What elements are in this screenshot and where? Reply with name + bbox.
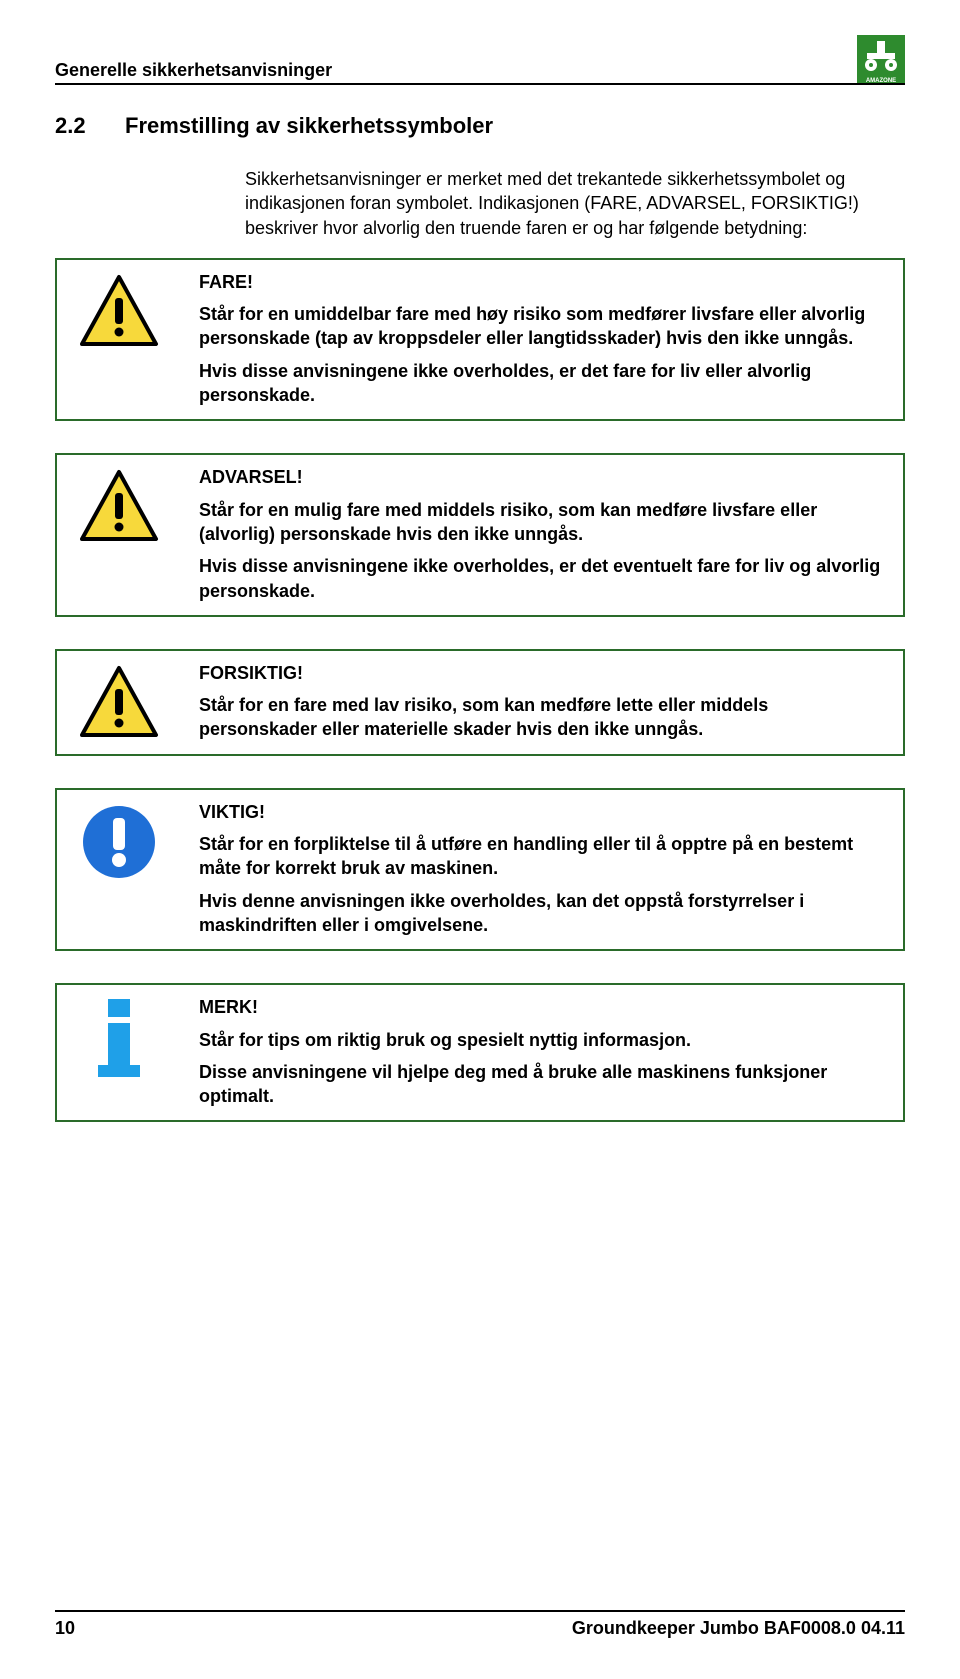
box-icon-wrap [69, 270, 169, 348]
safety-box: VIKTIG! Står for en forpliktelse til å ut… [55, 788, 905, 951]
box-paragraph: Hvis denne anvisningen ikke overholdes, … [199, 889, 891, 938]
box-text: MERK! Står for tips om riktig bruk og spe… [199, 995, 891, 1108]
box-paragraph: Hvis disse anvisningene ikke overholdes,… [199, 359, 891, 408]
footer-doc-id: Groundkeeper Jumbo BAF0008.0 04.11 [572, 1618, 905, 1639]
box-title: FORSIKTIG! [199, 661, 891, 685]
box-icon-wrap [69, 661, 169, 739]
box-text: FARE! Står for en umiddelbar fare med høy… [199, 270, 891, 407]
box-title: MERK! [199, 995, 891, 1019]
page-header-title: Generelle sikkerhetsanvisninger [55, 60, 332, 81]
box-paragraph: Står for en fare med lav risiko, som kan… [199, 693, 891, 742]
box-text: VIKTIG! Står for en forpliktelse til å ut… [199, 800, 891, 937]
warning-triangle-icon [78, 665, 160, 739]
amazone-logo: AMAZONE [857, 35, 905, 83]
safety-box: FARE! Står for en umiddelbar fare med høy… [55, 258, 905, 421]
safety-box: ADVARSEL! Står for en mulig fare med midd… [55, 453, 905, 616]
box-title: ADVARSEL! [199, 465, 891, 489]
page-number: 10 [55, 1618, 75, 1639]
box-icon-wrap [69, 465, 169, 543]
box-text: FORSIKTIG! Står for en fare med lav risik… [199, 661, 891, 742]
box-paragraph: Disse anvisningene vil hjelpe deg med å … [199, 1060, 891, 1109]
safety-box: MERK! Står for tips om riktig bruk og spe… [55, 983, 905, 1122]
box-title: FARE! [199, 270, 891, 294]
safety-box: FORSIKTIG! Står for en fare med lav risik… [55, 649, 905, 756]
box-icon-wrap [69, 995, 169, 1077]
section-title: Fremstilling av sikkerhetssymboler [125, 113, 493, 138]
box-paragraph: Står for en forpliktelse til å utføre en… [199, 832, 891, 881]
box-paragraph: Hvis disse anvisningene ikke overholdes,… [199, 554, 891, 603]
box-paragraph: Står for tips om riktig bruk og spesielt… [199, 1028, 891, 1052]
warning-triangle-icon [78, 274, 160, 348]
section-number: 2.2 [55, 113, 125, 139]
header-divider [55, 83, 905, 85]
exclaim-circle-icon [81, 804, 157, 880]
section-heading: 2.2Fremstilling av sikkerhetssymboler [55, 113, 905, 139]
warning-triangle-icon [78, 469, 160, 543]
box-paragraph: Står for en umiddelbar fare med høy risi… [199, 302, 891, 351]
intro-paragraph: Sikkerhetsanvisninger er merket med det … [245, 167, 905, 240]
box-paragraph: Står for en mulig fare med middels risik… [199, 498, 891, 547]
box-icon-wrap [69, 800, 169, 880]
box-text: ADVARSEL! Står for en mulig fare med midd… [199, 465, 891, 602]
info-i-icon [94, 999, 144, 1077]
box-title: VIKTIG! [199, 800, 891, 824]
footer-divider [55, 1610, 905, 1612]
